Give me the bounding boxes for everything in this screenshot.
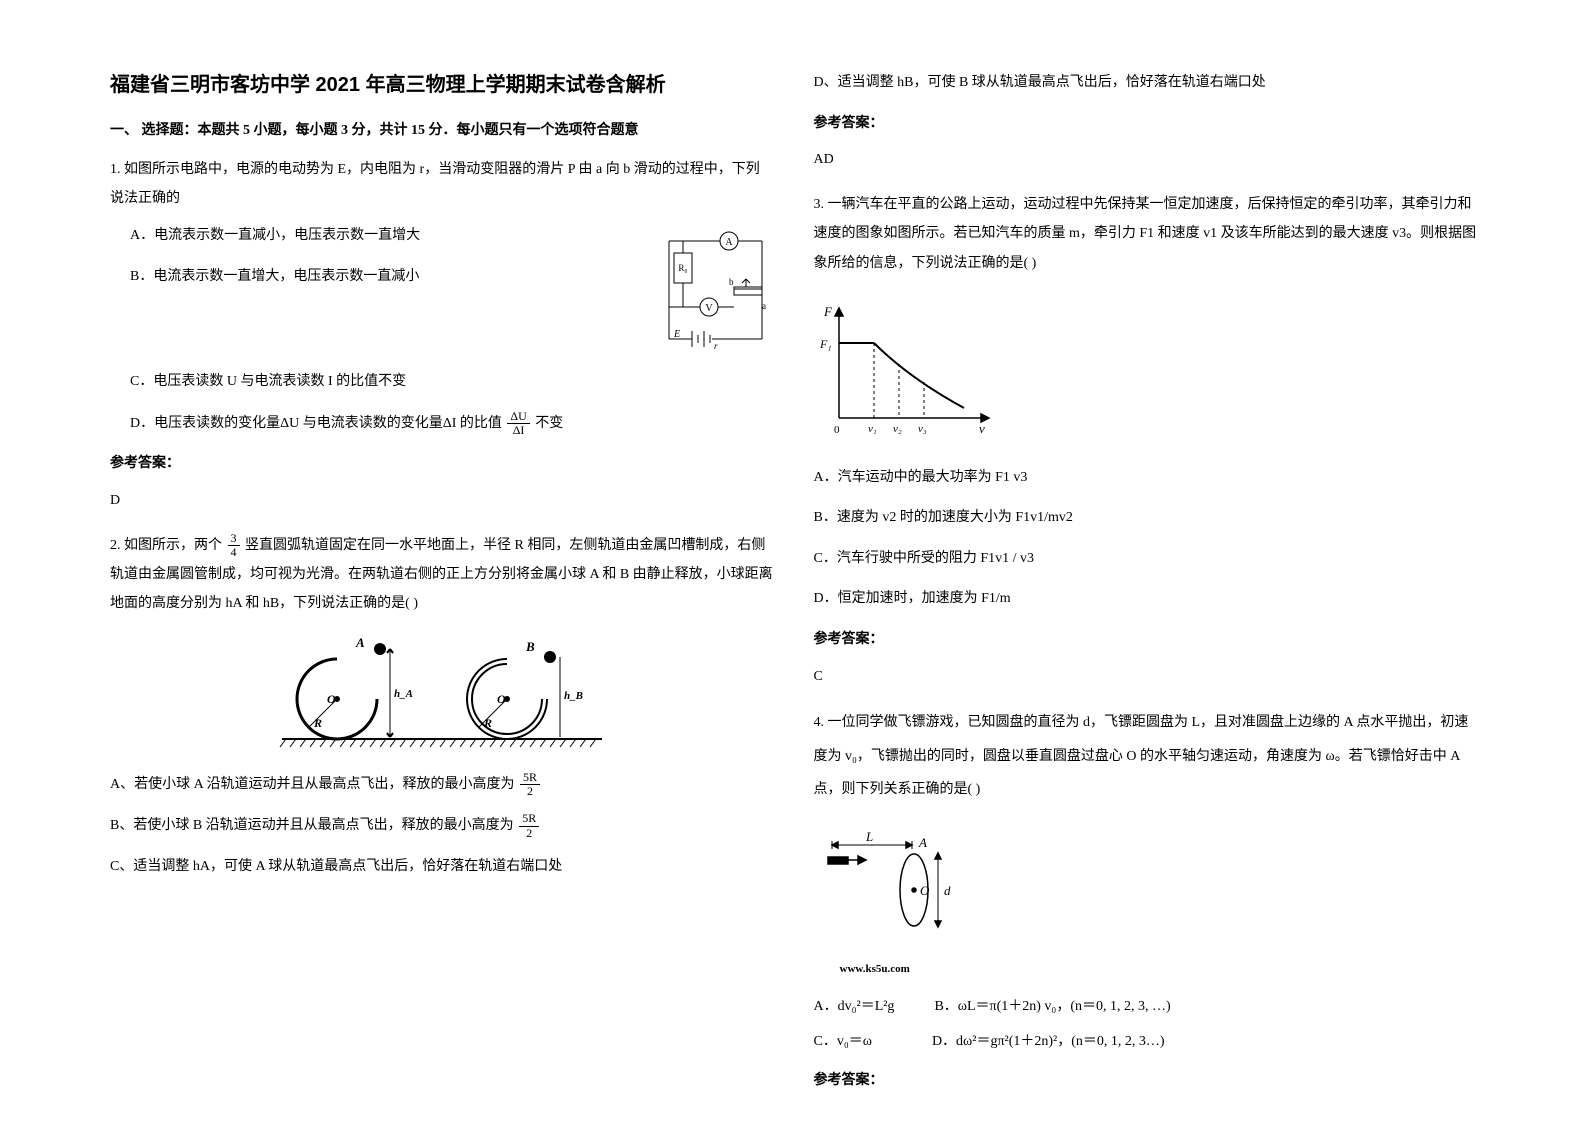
svg-text:h_B: h_B [564,690,583,702]
q2-fracR-b: 5R 2 [519,812,539,839]
svg-text:v: v [979,421,985,436]
q4-text: 4. 一位同学做飞镖游戏，已知圆盘的直径为 d，飞镖距圆盘为 L，且对准圆盘上边… [814,706,1478,807]
q2-opt-a: A、若使小球 A 沿轨道运动并且从最高点飞出，释放的最小高度为 5R 2 [110,771,774,799]
q2-opt-b-pre: B、若使小球 B 沿轨道运动并且从最高点飞出，释放的最小高度为 [110,818,517,833]
svg-text:R₀: R₀ [678,263,687,273]
q4-caption: www.ks5u.com [814,959,1478,980]
q1-frac-num: ΔU [507,410,529,424]
q4-opt-d: D．dω²＝gπ²(1＋2n)²，(n＝0, 1, 2, 3…) [932,1029,1165,1056]
svg-text:R: R [483,716,492,730]
right-column: D、适当调整 hB，可使 B 球从轨道最高点飞出后，恰好落在轨道右端口处 参考答… [794,70,1498,1052]
ft-graph: F v F₁ 0 v₁ v₂ v₃ [814,298,994,438]
svg-text:O: O [497,692,506,706]
q1-opt-c: C．电压表读数 U 与电流表读数 I 的比值不变 [110,369,774,396]
q2-opt-d: D、适当调整 hB，可使 B 球从轨道最高点飞出后，恰好落在轨道右端口处 [814,70,1478,97]
section-header: 一、 选择题：本题共 5 小题，每小题 3 分，共计 15 分．每小题只有一个选… [110,118,774,145]
q3-opt-c: C．汽车行驶中所受的阻力 F1v1 / v3 [814,546,1478,573]
q4-answer-label: 参考答案： [814,1068,1478,1095]
dart-figure: L A O d [814,825,984,945]
svg-text:E: E [673,329,680,340]
svg-text:d: d [944,883,951,898]
q2-answer-label: 参考答案： [814,111,1478,138]
q2-opt-b: B、若使小球 B 沿轨道运动并且从最高点飞出，释放的最小高度为 5R 2 [110,812,774,840]
q1-opt-a: A．电流表示数一直减小，电压表示数一直增大 [110,223,634,250]
svg-text:A: A [725,237,733,248]
q1-options-and-figure: A．电流表示数一直减小，电压表示数一直增大 B．电流表示数一直增大，电压表示数一… [110,223,774,369]
q3-opt-a: A．汽车运动中的最大功率为 F1 v3 [814,465,1478,492]
q3-opt-d: D．恒定加速时，加速度为 F1/m [814,586,1478,613]
svg-text:R: R [313,716,322,730]
q1-fraction: ΔU ΔI [507,410,529,437]
q2-fracR-num-b: 5R [519,812,539,826]
q2-text-pre: 2. 如图所示，两个 [110,538,226,553]
q4-opt-a: A．dv₀²＝L²g [814,994,895,1021]
q2-frac-den: 4 [228,546,240,559]
q2-fracR-den-a: 2 [524,785,536,798]
q2-frac-num: 3 [228,532,240,546]
q1-answer: D [110,488,774,515]
q2-fracR-num-a: 5R [520,771,540,785]
q1-answer-label: 参考答案： [110,451,774,478]
q3-text: 3. 一辆汽车在平直的公路上运动，运动过程中先保持某一恒定加速度，后保持恒定的牵… [814,190,1478,278]
q4-opt-c: C．v₀＝ω [814,1029,872,1056]
q1-opt-d-pre: D．电压表读数的变化量ΔU 与电流表读数的变化量ΔI 的比值 [130,416,505,431]
paper-title: 福建省三明市客坊中学 2021 年高三物理上学期期末试卷含解析 [110,70,774,100]
q2-fraction: 3 4 [228,532,240,559]
q1-opt-d: D．电压表读数的变化量ΔU 与电流表读数的变化量ΔI 的比值 ΔU ΔI 不变 [110,410,774,438]
svg-text:V: V [705,303,713,314]
svg-text:v₂: v₂ [893,423,902,435]
q1-text: 1. 如图所示电路中，电源的电动势为 E，内电阻为 r，当滑动变阻器的滑片 P … [110,155,774,214]
q1-opt-b: B．电流表示数一直增大，电压表示数一直减小 [110,264,634,291]
svg-text:h_A: h_A [394,688,413,700]
svg-text:v₃: v₃ [918,423,927,435]
q1-opt-d-post: 不变 [535,416,563,431]
svg-text:v₁: v₁ [868,423,877,435]
q2-text: 2. 如图所示，两个 3 4 竖直圆弧轨道固定在同一水平地面上，半径 R 相同，… [110,531,774,619]
svg-text:F₁: F₁ [819,337,832,351]
q2-fracR-a: 5R 2 [520,771,540,798]
svg-text:L: L [865,829,873,844]
q2-opt-a-pre: A、若使小球 A 沿轨道运动并且从最高点飞出，释放的最小高度为 [110,777,518,792]
q3-answer: C [814,664,1478,691]
svg-text:O: O [920,883,930,898]
q1-frac-den: ΔI [510,424,528,437]
svg-text:b: b [729,277,734,287]
svg-text:B: B [525,639,535,654]
q2-opt-c: C、适当调整 hA，可使 A 球从轨道最高点飞出后，恰好落在轨道右端口处 [110,854,774,881]
q2-answer: AD [814,147,1478,174]
circuit-diagram: A R₀ V a b E r [634,229,774,369]
svg-text:r: r [714,341,718,351]
svg-text:0: 0 [834,424,840,436]
left-column: 福建省三明市客坊中学 2021 年高三物理上学期期末试卷含解析 一、 选择题：本… [90,70,794,1052]
svg-text:O: O [327,692,336,706]
svg-text:F: F [823,304,833,319]
svg-text:a: a [762,301,766,311]
svg-text:A: A [918,835,927,850]
q3-answer-label: 参考答案： [814,627,1478,654]
q4-opt-b: B．ωL＝π(1＋2n) v₀，(n＝0, 1, 2, 3, …) [934,994,1170,1021]
track-figure: O R A h_A O R B h_B [272,629,612,759]
svg-text:A: A [355,635,365,650]
q3-opt-b: B．速度为 v2 时的加速度大小为 F1v1/mv2 [814,505,1478,532]
q2-fracR-den-b: 2 [523,827,535,840]
